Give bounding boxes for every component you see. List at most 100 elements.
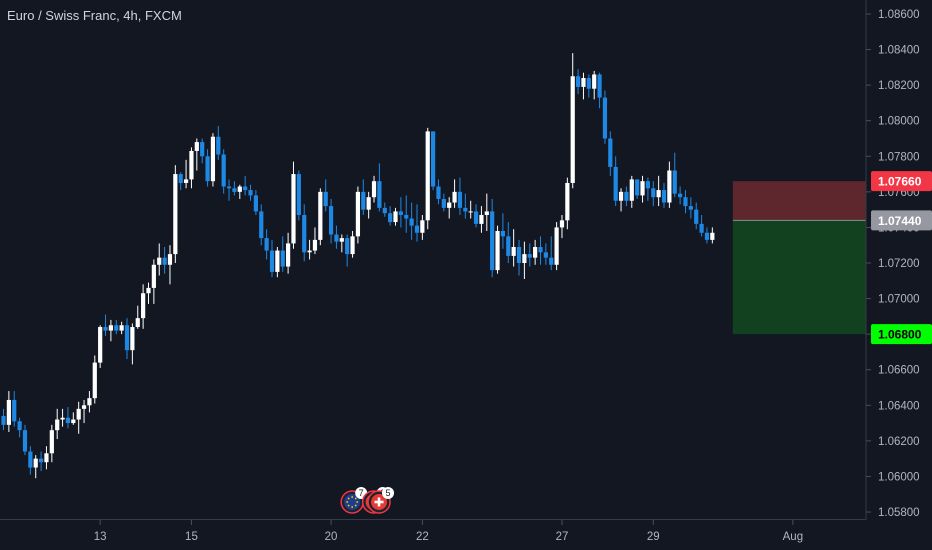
candle-body <box>130 327 135 351</box>
candle-body <box>554 227 559 265</box>
candle-body <box>436 186 441 199</box>
candle <box>135 305 140 329</box>
candle-body <box>516 246 522 263</box>
candle-body <box>286 243 291 267</box>
candle-body <box>409 218 414 226</box>
candle <box>81 399 87 424</box>
candle <box>280 236 285 272</box>
candle-body <box>468 211 473 213</box>
entry-price-tag: 1.07440 <box>871 210 932 231</box>
candle-body <box>592 74 597 89</box>
candle-body <box>618 191 624 201</box>
candle <box>6 391 11 432</box>
candle-body <box>167 254 173 265</box>
candle-body <box>495 230 500 271</box>
event-markers[interactable]: 725 <box>340 487 395 514</box>
price-tick-label: 1.05800 <box>878 507 920 519</box>
candle-body <box>146 287 151 294</box>
candle-body <box>452 191 457 203</box>
candle-body <box>382 207 387 214</box>
stop-loss-zone[interactable] <box>732 181 866 221</box>
candle <box>216 126 221 160</box>
candle <box>457 177 463 215</box>
candle-body <box>124 325 130 351</box>
candle-body <box>522 254 527 263</box>
candle-body <box>463 207 468 212</box>
candle-body <box>65 417 71 424</box>
candle-body <box>549 257 554 265</box>
star-dot <box>346 501 349 503</box>
candle-body <box>361 191 366 210</box>
candle <box>307 239 312 260</box>
candle <box>28 446 33 475</box>
candle <box>500 213 506 249</box>
price-axis[interactable]: 1.08600 1.08400 1.08200 1.08000 1.07800 1.076… <box>866 9 920 519</box>
candle-body <box>232 188 237 192</box>
price-tags: 1.07660 1.07440 1.06800 <box>871 171 932 345</box>
candle-body <box>6 399 11 425</box>
time-tick-label: Aug <box>783 531 803 543</box>
candle <box>431 131 436 191</box>
price-tick-label: 1.06000 <box>878 471 920 483</box>
candle <box>355 186 361 244</box>
price-tick-label: 1.08600 <box>878 9 920 21</box>
candle <box>264 229 269 260</box>
time-tick-label: 27 <box>556 531 569 543</box>
candle <box>312 227 318 255</box>
candle-body <box>323 191 328 207</box>
candle-body <box>259 211 264 239</box>
candle <box>275 246 280 278</box>
candle <box>678 186 683 205</box>
candle <box>404 195 409 233</box>
candle-body <box>667 170 672 203</box>
candle <box>667 161 672 208</box>
candle-body <box>506 236 511 256</box>
candle-body <box>275 250 280 272</box>
cross-horizontal <box>374 500 384 504</box>
event-marker[interactable]: 5 <box>367 487 395 514</box>
candle-body <box>264 238 269 251</box>
time-axis[interactable]: 13 15 20 22 27 29 Aug <box>94 520 803 543</box>
candle-body <box>350 236 355 255</box>
candle-body <box>178 174 183 183</box>
candle-body <box>1 415 6 425</box>
candle <box>635 179 640 199</box>
candle <box>613 156 618 207</box>
stop-loss-price-tag-box <box>871 171 932 192</box>
candle-body <box>672 170 677 194</box>
take-profit-price-tag: 1.06800 <box>871 324 932 345</box>
candle <box>425 127 430 230</box>
candle-body <box>49 430 54 454</box>
candle <box>398 197 403 228</box>
candle <box>549 236 554 271</box>
chart-title: Euro / Swiss Franc, 4h, FXCM <box>7 8 182 23</box>
candle-body <box>280 250 285 267</box>
candle <box>146 282 151 304</box>
candle-body <box>44 453 49 463</box>
price-tick-label: 1.08200 <box>878 80 920 92</box>
candle <box>710 227 715 244</box>
candle-body <box>183 179 189 183</box>
candle <box>221 149 226 194</box>
candle-body <box>237 186 242 192</box>
candle <box>608 131 613 176</box>
candle <box>506 222 511 263</box>
candle <box>167 245 173 285</box>
candle-body <box>694 209 699 224</box>
candle-body <box>81 405 87 409</box>
star-dot <box>347 504 350 507</box>
position-zones[interactable] <box>732 181 866 335</box>
candle-body <box>194 142 199 151</box>
take-profit-zone[interactable] <box>732 220 866 335</box>
candle-body <box>538 246 543 253</box>
candle-body <box>656 190 661 198</box>
candle-body <box>425 131 430 221</box>
candle <box>554 222 559 271</box>
event-marker[interactable]: 7 <box>340 487 368 514</box>
candle <box>259 204 264 246</box>
candle <box>226 179 232 201</box>
candle-body <box>22 430 28 452</box>
price-tick-label: 1.07200 <box>878 258 920 270</box>
candle-body <box>162 257 167 265</box>
